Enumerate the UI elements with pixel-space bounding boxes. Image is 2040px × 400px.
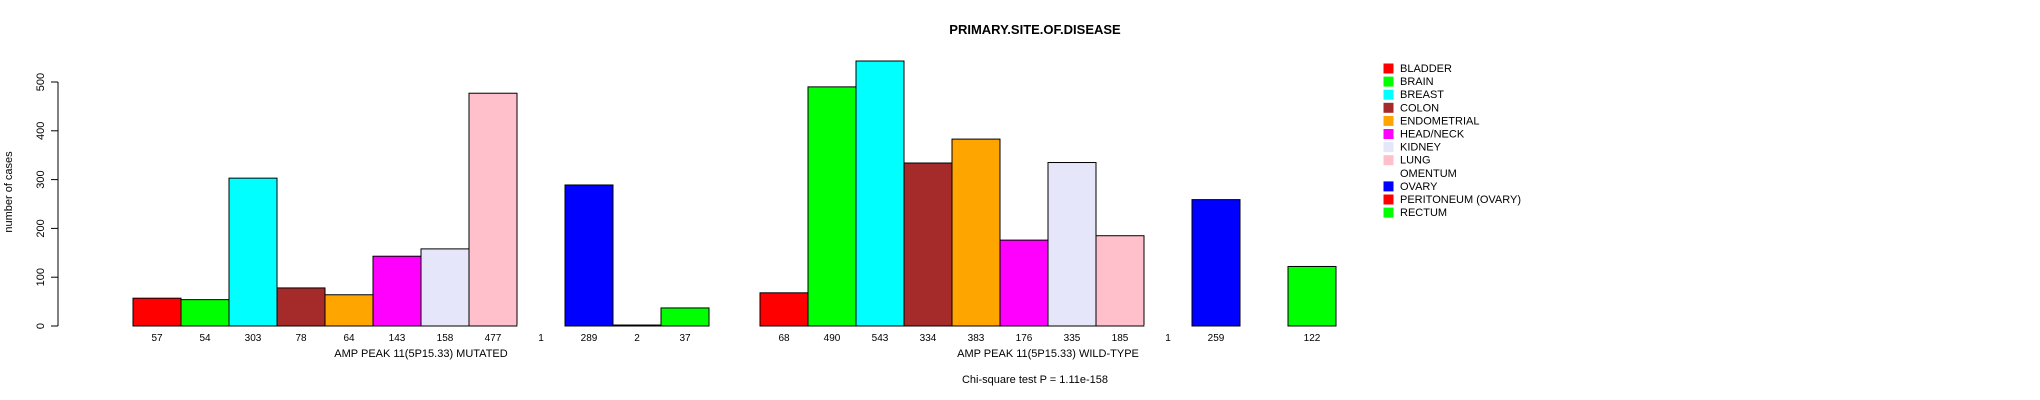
bar	[612, 324, 662, 327]
legend-label: BLADDER	[1400, 63, 1452, 75]
panel-2: 68 490 543 334 383 176 335 185 1 259 122 AMP PEAK 1…	[759, 60, 1337, 360]
bar	[1047, 162, 1097, 327]
bar	[951, 138, 1001, 327]
y-tick-label: 100	[35, 268, 47, 286]
legend-item: HEAD/NECK	[1383, 129, 1465, 141]
legend-label: COLON	[1400, 102, 1439, 114]
bar	[180, 299, 230, 327]
bar	[276, 287, 326, 327]
legend-item: RECTUM	[1383, 207, 1447, 219]
legend-item: BRAIN	[1383, 76, 1434, 88]
bar-count-label: 37	[679, 333, 691, 344]
chart-panels: 57 54 303 78 64 143 158 477 1 289 2 37 AMP PEAK 11(5…	[132, 60, 1337, 360]
y-tick-label: 200	[35, 219, 47, 237]
legend-swatch	[1383, 63, 1394, 74]
legend-swatch	[1383, 181, 1394, 192]
chart-title: PRIMARY.SITE.OF.DISEASE	[949, 22, 1121, 37]
legend-label: RECTUM	[1400, 207, 1447, 219]
bar-count-label: 54	[199, 333, 211, 344]
y-axis-label: number of cases	[3, 151, 15, 233]
y-tick-label: 0	[35, 323, 47, 329]
bar-count-label: 477	[485, 333, 502, 344]
bar-count-label: 158	[437, 333, 454, 344]
y-axis: 0 100 200 300 400 500	[35, 73, 59, 329]
series-label: AMP PEAK 11(5P15.33) WILD-TYPE	[957, 348, 1139, 360]
bar	[1287, 265, 1337, 327]
bar-count-label: 143	[389, 333, 406, 344]
legend-swatch	[1383, 142, 1394, 153]
legend-swatch	[1383, 102, 1394, 113]
bar-count-label: 383	[968, 333, 985, 344]
y-tick-label: 300	[35, 170, 47, 188]
bar-count-label: 490	[824, 333, 841, 344]
bar-count-label: 334	[920, 333, 937, 344]
legend-label: KIDNEY	[1400, 142, 1442, 154]
bar-count-label: 176	[1016, 333, 1033, 344]
legend-item: OVARY	[1383, 181, 1438, 193]
bar-count-label: 543	[872, 333, 889, 344]
legend-label: OVARY	[1400, 181, 1438, 193]
bar	[324, 294, 374, 327]
legend-item: BREAST	[1383, 89, 1444, 101]
bar	[1095, 235, 1145, 327]
bar-count-label: 122	[1304, 333, 1321, 344]
legend-item: KIDNEY	[1383, 142, 1442, 154]
legend-label: OMENTUM	[1400, 168, 1457, 180]
legend-swatch	[1383, 115, 1394, 126]
legend-swatch	[1383, 89, 1394, 100]
legend-label: ENDOMETRIAL	[1400, 115, 1479, 127]
bar-count-label: 78	[295, 333, 307, 344]
legend-item: LUNG	[1383, 155, 1431, 167]
bar	[759, 292, 809, 327]
y-tick-label: 500	[35, 73, 47, 91]
legend-item: COLON	[1383, 102, 1439, 114]
bar	[807, 86, 857, 327]
bar	[468, 92, 518, 327]
bar-count-label: 68	[778, 333, 790, 344]
bar	[420, 248, 470, 327]
chi-square-annotation: Chi-square test P = 1.11e-158	[962, 374, 1108, 386]
legend-item: BLADDER	[1383, 63, 1452, 75]
legend-label: LUNG	[1400, 155, 1431, 167]
bar	[564, 184, 614, 327]
legend-swatch	[1383, 155, 1394, 166]
bar-count-label: 259	[1208, 333, 1225, 344]
legend-label: BRAIN	[1400, 76, 1434, 88]
legend-label: BREAST	[1400, 89, 1444, 101]
bar-count-label: 303	[245, 333, 262, 344]
panel-1: 57 54 303 78 64 143 158 477 1 289 2 37 AMP PEAK 11(5…	[132, 92, 710, 360]
legend-item: OMENTUM	[1384, 168, 1457, 180]
legend-label: PERITONEUM (OVARY)	[1400, 194, 1521, 206]
bar	[999, 239, 1049, 327]
bar-count-label: 64	[343, 333, 355, 344]
bar	[903, 162, 953, 327]
bar-count-label: 1	[1165, 333, 1171, 344]
bar	[660, 307, 710, 327]
legend-swatch	[1383, 194, 1394, 205]
bar-count-label: 1	[538, 333, 544, 344]
legend-label: HEAD/NECK	[1400, 129, 1465, 141]
bar-count-label: 335	[1064, 333, 1081, 344]
bar	[372, 255, 422, 327]
bar	[1191, 199, 1241, 327]
series-label: AMP PEAK 11(5P15.33) MUTATED	[334, 348, 507, 360]
legend-swatch	[1383, 207, 1394, 218]
bar-count-label: 185	[1112, 333, 1129, 344]
bar	[855, 60, 905, 327]
legend-item: PERITONEUM (OVARY)	[1383, 194, 1521, 206]
legend-item: ENDOMETRIAL	[1383, 115, 1479, 127]
bar-count-label: 289	[581, 333, 598, 344]
legend-swatch	[1383, 76, 1394, 87]
bar-count-label: 57	[151, 333, 163, 344]
legend-swatch	[1384, 168, 1393, 178]
bar	[132, 297, 182, 327]
legend-swatch	[1383, 129, 1394, 139]
y-tick-label: 400	[35, 122, 47, 140]
bar	[228, 177, 278, 327]
bar-count-label: 2	[634, 333, 640, 344]
